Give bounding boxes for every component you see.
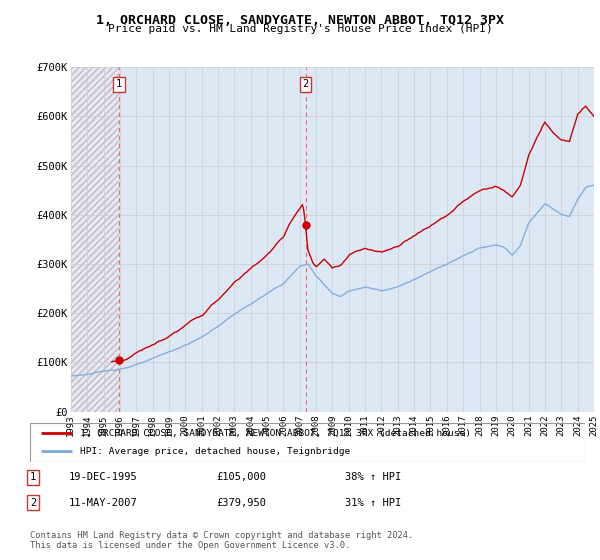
Text: 1: 1 bbox=[116, 80, 122, 90]
Text: 19-DEC-1995: 19-DEC-1995 bbox=[69, 472, 138, 482]
Text: £105,000: £105,000 bbox=[216, 472, 266, 482]
Text: Price paid vs. HM Land Registry's House Price Index (HPI): Price paid vs. HM Land Registry's House … bbox=[107, 24, 493, 34]
Text: 31% ↑ HPI: 31% ↑ HPI bbox=[345, 498, 401, 508]
Text: 1, ORCHARD CLOSE, SANDYGATE, NEWTON ABBOT, TQ12 3PX (detached house): 1, ORCHARD CLOSE, SANDYGATE, NEWTON ABBO… bbox=[80, 429, 471, 438]
Text: 11-MAY-2007: 11-MAY-2007 bbox=[69, 498, 138, 508]
Text: 1, ORCHARD CLOSE, SANDYGATE, NEWTON ABBOT, TQ12 3PX: 1, ORCHARD CLOSE, SANDYGATE, NEWTON ABBO… bbox=[96, 14, 504, 27]
Text: 38% ↑ HPI: 38% ↑ HPI bbox=[345, 472, 401, 482]
Text: £379,950: £379,950 bbox=[216, 498, 266, 508]
Text: 2: 2 bbox=[30, 498, 36, 508]
Bar bbox=[71, 67, 119, 412]
Text: 2: 2 bbox=[302, 80, 309, 90]
Text: 1: 1 bbox=[30, 472, 36, 482]
Text: Contains HM Land Registry data © Crown copyright and database right 2024.
This d: Contains HM Land Registry data © Crown c… bbox=[30, 531, 413, 550]
Text: HPI: Average price, detached house, Teignbridge: HPI: Average price, detached house, Teig… bbox=[80, 447, 350, 456]
